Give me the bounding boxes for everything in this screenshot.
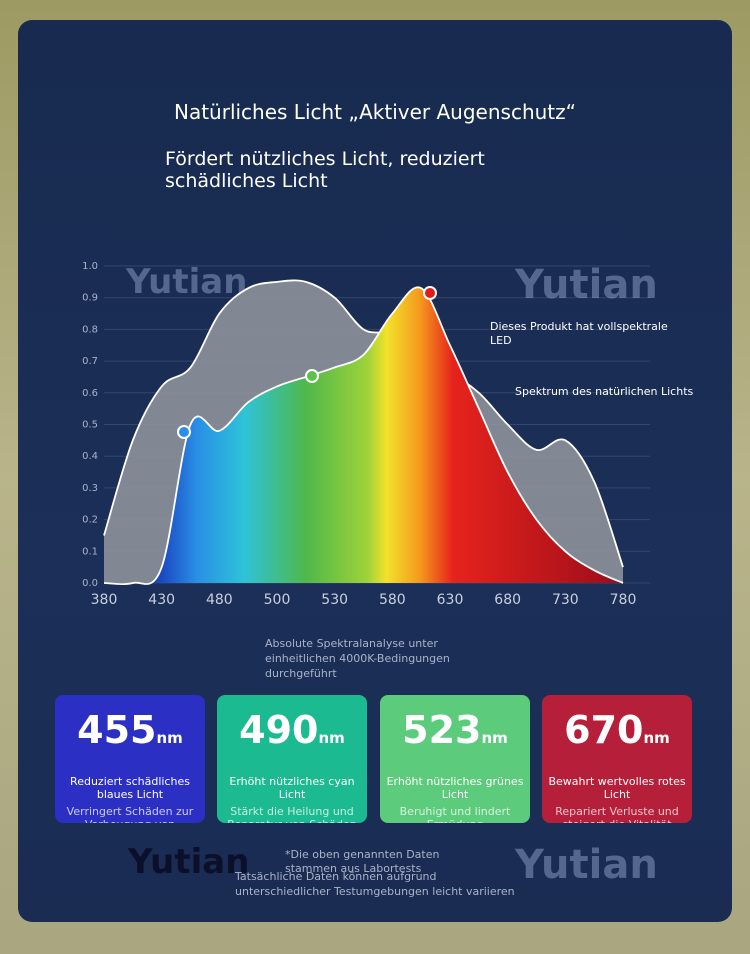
marker	[177, 425, 191, 439]
title: Natürliches Licht „Aktiver Augenschutz“	[173, 100, 576, 124]
card-text: Repariert Verluste und steigert die Vita…	[555, 805, 679, 823]
card-text: Beruhigt und lindert Ermüdung	[399, 805, 511, 823]
x-tick-label: 530	[321, 592, 348, 608]
card-heading: Reduziert schädliches blaues Licht	[70, 775, 190, 801]
y-tick-label: 0.9	[82, 293, 98, 304]
footnote: *Die oben genannten Daten stammen aus La…	[285, 848, 440, 875]
y-tick-label: 0.8	[82, 324, 98, 335]
card-text: Verringert Schäden zur Vorbeugung von Er…	[66, 805, 194, 823]
stat-number: 490nm	[217, 707, 367, 761]
stat-card: 670nm Bewahrt wertvolles rotes Licht Repar…	[542, 695, 692, 823]
watermark: Yutian	[128, 842, 250, 882]
subtitle: Fördert nützliches Licht, reduziert schä…	[165, 148, 485, 192]
footnote: Tatsächliche Daten können aufgrund unter…	[235, 870, 515, 898]
x-tick-label: 680	[494, 592, 521, 608]
y-tick-label: 0.7	[82, 356, 98, 367]
y-tick-label: 0.2	[82, 515, 98, 526]
number: 523	[402, 708, 482, 752]
watermark: Yutian	[515, 262, 658, 308]
unit: nm	[156, 729, 183, 747]
unit: nm	[643, 729, 670, 747]
unit: nm	[318, 729, 345, 747]
x-tick-label: 630	[437, 592, 464, 608]
number: 670	[564, 708, 644, 752]
x-tick-label: 580	[379, 592, 406, 608]
stat-card: 523nm Erhöht nützliches grünes Licht Beruh…	[380, 695, 530, 823]
x-tick-label: 780	[610, 592, 637, 608]
stat-number: 670nm	[542, 707, 692, 761]
y-tick-label: 0.4	[82, 451, 98, 462]
watermark: Yutian	[126, 262, 248, 302]
y-tick-label: 1.0	[82, 261, 98, 272]
y-tick-label: 0.6	[82, 388, 98, 399]
stat-number: 523nm	[380, 707, 530, 761]
x-tick-label: 500	[264, 592, 291, 608]
number: 490	[239, 708, 319, 752]
card-heading: Erhöht nützliches cyan Licht	[229, 775, 355, 801]
line	[103, 279, 624, 568]
card-heading: Erhöht nützliches grünes Licht	[386, 775, 524, 801]
series-label: Spektrum des natürlichen Lichts	[515, 385, 694, 398]
marker	[423, 286, 437, 300]
marker	[305, 369, 319, 383]
x-tick-label: 730	[552, 592, 579, 608]
card-text: Stärkt die Heilung und Reparatur von Sch…	[227, 805, 356, 823]
x-tick-label: 480	[206, 592, 233, 608]
y-tick-label: 0.5	[82, 420, 98, 431]
x-tick-label: 430	[148, 592, 175, 608]
line	[103, 286, 624, 586]
series-label: Dieses Produkt hat vollspektrale LED	[490, 320, 668, 347]
unit: nm	[481, 729, 508, 747]
stat-card: 490nm Erhöht nützliches cyan Licht Stärkt …	[217, 695, 367, 823]
card-heading: Bewahrt wertvolles rotes Licht	[548, 775, 686, 801]
stat-number: 455nm	[55, 707, 205, 761]
y-tick-label: 0.1	[82, 546, 98, 557]
y-tick-label: 0.3	[82, 483, 98, 494]
chart-note: Absolute Spektralanalyse unter einheitli…	[265, 637, 450, 680]
watermark: Yutian	[515, 842, 658, 888]
stat-card: 455nm Reduziert schädliches blaues Licht V…	[55, 695, 205, 823]
number: 455	[77, 708, 157, 752]
area	[104, 287, 623, 585]
x-tick-label: 380	[91, 592, 118, 608]
y-tick-label: 0.0	[82, 578, 98, 589]
